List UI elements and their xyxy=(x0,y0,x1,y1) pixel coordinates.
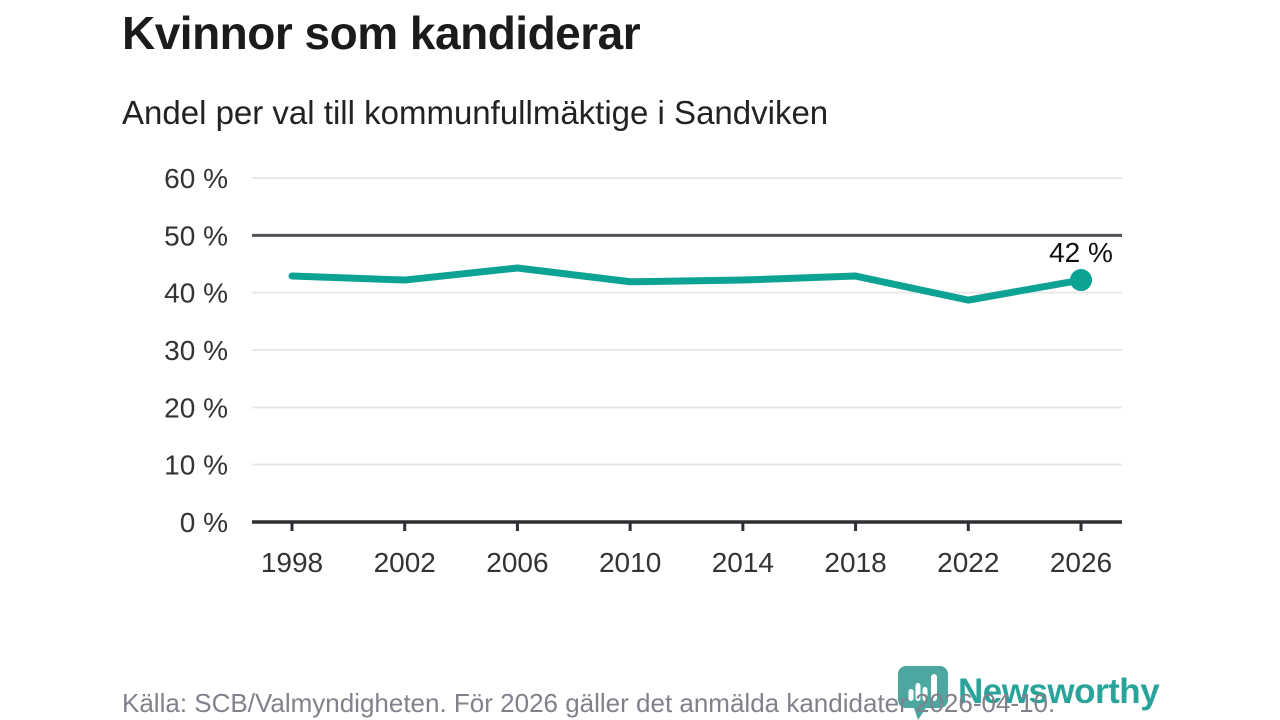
y-axis-label: 50 % xyxy=(164,220,228,251)
x-axis-label: 2006 xyxy=(486,547,548,578)
x-axis-label: 1998 xyxy=(261,547,323,578)
y-axis-label: 10 % xyxy=(164,450,228,481)
chart-subtitle: Andel per val till kommunfullmäktige i S… xyxy=(122,94,829,131)
source-attribution: Källa: SCB/Valmyndigheten. För 2026 gäll… xyxy=(122,688,1056,718)
x-axis-label: 2014 xyxy=(712,547,774,578)
newsworthy-barchart-bubble-icon xyxy=(898,666,948,720)
data-line xyxy=(288,264,1085,304)
y-axis-label: 20 % xyxy=(164,392,228,423)
x-axis-label: 2010 xyxy=(599,547,661,578)
y-axis-label: 40 % xyxy=(164,278,228,309)
chart-title: Kvinnor som kandiderar xyxy=(122,7,641,59)
end-point-dot xyxy=(1070,269,1092,292)
newsworthy-wordmark: Newsworthy xyxy=(958,672,1160,711)
newsworthy-logo: Newsworthy xyxy=(898,666,1160,720)
x-axis-label: 2026 xyxy=(1050,547,1112,578)
y-axis-label: 60 % xyxy=(164,163,228,194)
end-point-label: 42 % xyxy=(1049,237,1113,268)
y-axis-label: 0 % xyxy=(180,507,228,538)
x-axis-label: 2002 xyxy=(374,547,436,578)
x-axis-label: 2022 xyxy=(937,547,999,578)
x-axis-label: 2018 xyxy=(824,547,886,578)
y-axis-label: 30 % xyxy=(164,335,228,366)
